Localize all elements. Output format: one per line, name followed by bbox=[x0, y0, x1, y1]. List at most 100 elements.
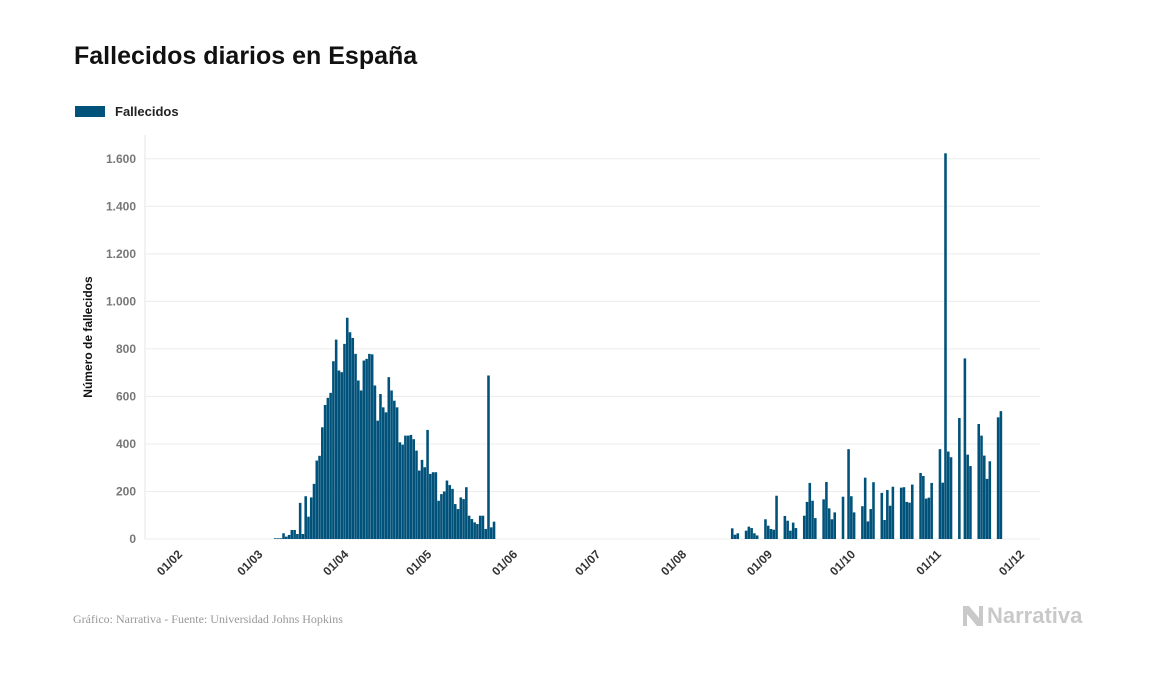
bar bbox=[348, 332, 352, 539]
bar bbox=[476, 524, 479, 539]
bar bbox=[811, 500, 814, 539]
bar bbox=[462, 499, 465, 539]
bar bbox=[473, 522, 476, 539]
bar bbox=[287, 534, 291, 539]
bar bbox=[329, 392, 332, 539]
bar bbox=[368, 353, 371, 539]
bar bbox=[376, 420, 379, 539]
bar bbox=[285, 536, 288, 539]
bar bbox=[373, 385, 377, 539]
bar bbox=[750, 528, 753, 539]
bar bbox=[434, 472, 438, 539]
bar bbox=[273, 538, 277, 539]
x-tick-label: 01/05 bbox=[403, 547, 434, 578]
bar bbox=[420, 459, 424, 539]
y-tick-label: 400 bbox=[116, 437, 136, 451]
bar bbox=[357, 380, 360, 539]
bar bbox=[883, 519, 886, 539]
bar bbox=[417, 470, 421, 539]
bar bbox=[448, 485, 452, 539]
x-tick-label: 01/12 bbox=[996, 547, 1027, 578]
bar bbox=[415, 450, 418, 539]
legend: Fallecidos bbox=[75, 104, 179, 119]
bar bbox=[938, 449, 942, 539]
bar bbox=[899, 487, 903, 539]
bar bbox=[744, 530, 748, 539]
y-tick-label: 800 bbox=[116, 342, 136, 356]
bar bbox=[393, 400, 396, 539]
bar bbox=[484, 529, 488, 539]
bar bbox=[293, 529, 296, 539]
bar bbox=[465, 487, 468, 539]
bar bbox=[318, 455, 321, 539]
bar bbox=[980, 435, 983, 539]
x-tick-label: 01/11 bbox=[913, 547, 944, 578]
bar bbox=[370, 354, 374, 539]
bar bbox=[891, 486, 895, 539]
bar bbox=[919, 472, 922, 539]
x-tick-label: 01/02 bbox=[154, 547, 185, 578]
bar bbox=[478, 515, 482, 539]
x-tick-label: 01/03 bbox=[234, 547, 265, 578]
y-tick-label: 1.400 bbox=[106, 199, 136, 213]
bar bbox=[905, 501, 909, 539]
x-tick-label: 01/10 bbox=[827, 547, 858, 578]
bar bbox=[426, 429, 429, 539]
bar bbox=[930, 482, 933, 539]
y-tick-label: 1.000 bbox=[106, 294, 136, 308]
bar bbox=[861, 506, 864, 539]
bar bbox=[922, 476, 925, 539]
bar bbox=[927, 497, 931, 539]
bar bbox=[802, 515, 806, 539]
bar bbox=[747, 526, 751, 539]
bar bbox=[387, 377, 391, 539]
bar bbox=[315, 460, 319, 539]
bar bbox=[924, 498, 928, 539]
bar bbox=[805, 501, 809, 539]
bar bbox=[985, 478, 989, 539]
bar bbox=[764, 519, 767, 539]
bar bbox=[431, 472, 435, 539]
bar bbox=[459, 497, 463, 539]
bar bbox=[791, 522, 795, 539]
x-tick-label: 01/08 bbox=[658, 547, 689, 578]
bar bbox=[332, 361, 335, 539]
bar bbox=[822, 499, 825, 539]
bar bbox=[982, 455, 986, 539]
bar bbox=[999, 411, 1003, 539]
bar bbox=[423, 467, 427, 539]
bar bbox=[977, 423, 981, 539]
legend-label: Fallecidos bbox=[115, 104, 179, 119]
bar bbox=[323, 404, 327, 539]
bar bbox=[863, 477, 867, 539]
bar bbox=[395, 407, 399, 539]
bar bbox=[442, 491, 446, 539]
y-tick-label: 1.200 bbox=[106, 247, 136, 261]
bar bbox=[409, 434, 413, 539]
bar bbox=[730, 528, 734, 539]
narrativa-logo: Narrativa bbox=[963, 603, 1082, 629]
bar bbox=[445, 480, 449, 539]
bar bbox=[312, 483, 316, 539]
bar bbox=[379, 394, 382, 539]
bar bbox=[886, 490, 889, 539]
bar bbox=[872, 482, 875, 539]
y-axis-label: Número de fallecidos bbox=[81, 276, 95, 398]
bar bbox=[880, 492, 884, 539]
bar bbox=[437, 500, 440, 539]
bar bbox=[343, 343, 346, 539]
bar bbox=[304, 496, 307, 539]
bar bbox=[404, 435, 407, 539]
bar bbox=[988, 461, 992, 539]
bar bbox=[736, 533, 740, 539]
bar bbox=[966, 454, 969, 539]
x-tick-label: 01/04 bbox=[320, 547, 351, 578]
bar bbox=[833, 512, 836, 539]
bar bbox=[753, 533, 756, 539]
source-footer: Gráfico: Narrativa - Fuente: Universidad… bbox=[73, 612, 343, 626]
bar bbox=[345, 317, 349, 539]
bar bbox=[351, 337, 355, 539]
x-tick-label: 01/07 bbox=[572, 547, 603, 578]
bar bbox=[470, 519, 474, 539]
bar bbox=[309, 497, 313, 539]
